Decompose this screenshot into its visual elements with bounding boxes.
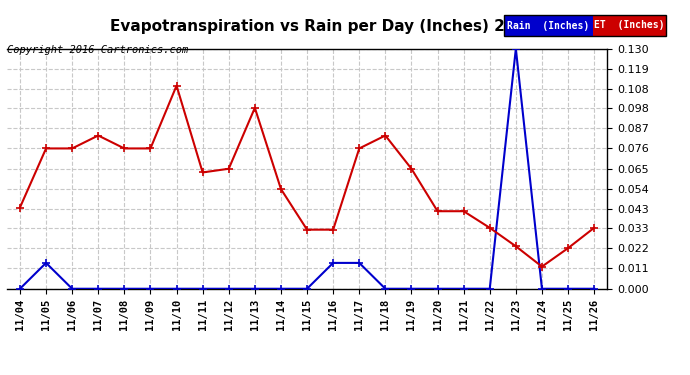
Text: Evapotranspiration vs Rain per Day (Inches) 20161127: Evapotranspiration vs Rain per Day (Inch… bbox=[110, 19, 580, 34]
Text: Rain  (Inches): Rain (Inches) bbox=[507, 21, 590, 30]
Text: ET  (Inches): ET (Inches) bbox=[594, 21, 665, 30]
Text: Copyright 2016 Cartronics.com: Copyright 2016 Cartronics.com bbox=[7, 45, 188, 55]
